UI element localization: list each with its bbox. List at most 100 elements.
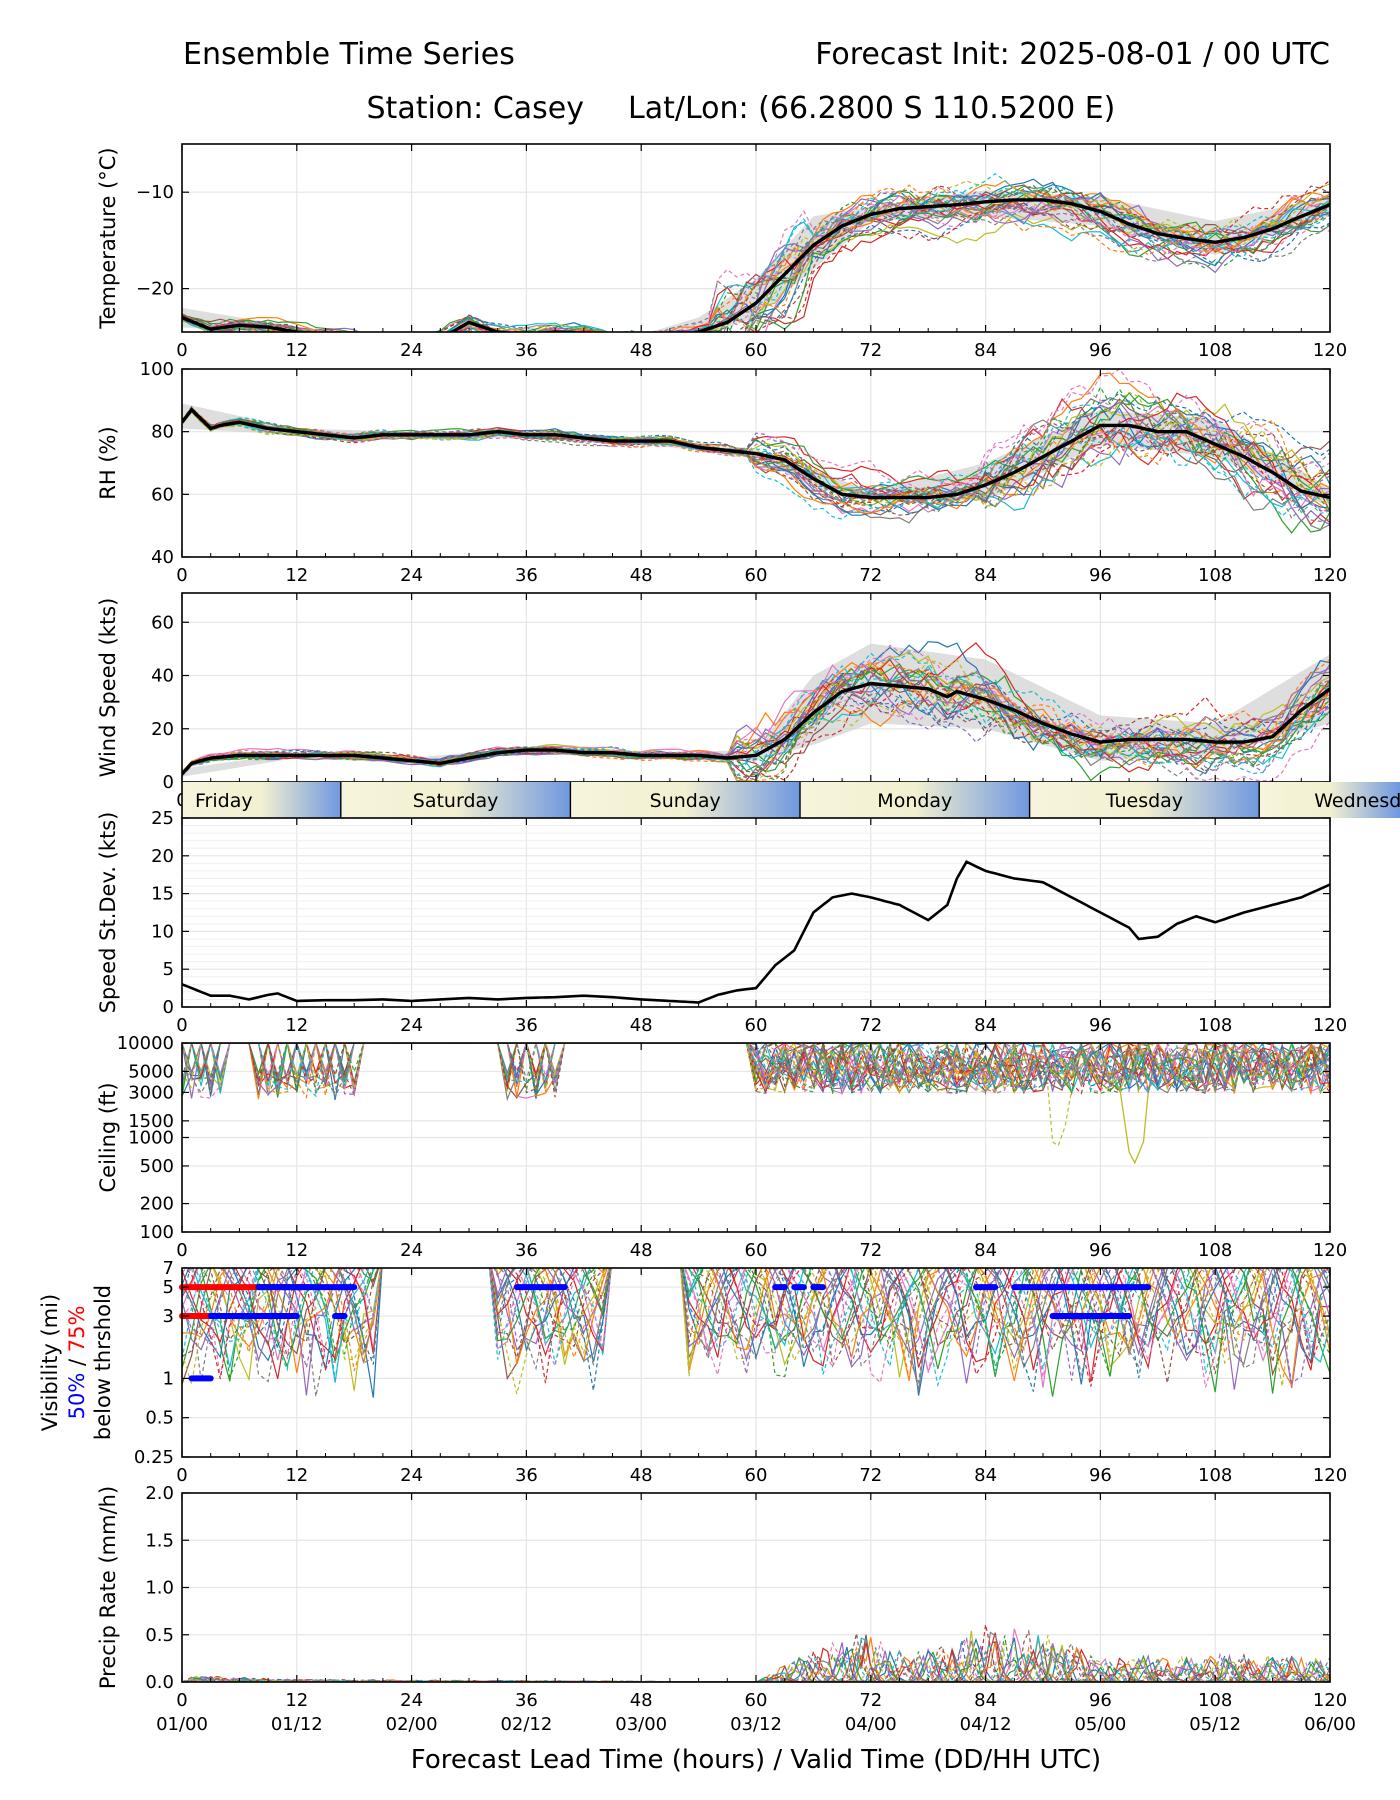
day-strip-cell	[340, 782, 571, 818]
threshold-50-label: 50%	[65, 1373, 89, 1420]
relative-humidity-member-line	[182, 403, 1330, 509]
visibility-x-tick-label: 0	[176, 1465, 187, 1486]
wind-speed-y-tick-label: 60	[151, 612, 174, 633]
visibility-member-line	[182, 1268, 1330, 1385]
valid-time-label: 01/12	[271, 1714, 323, 1735]
wind-speed-y-tick-label: 0	[163, 772, 174, 793]
ceiling-y-tick-label: 200	[140, 1194, 174, 1215]
x-axis-label: Forecast Lead Time (hours) / Valid Time …	[411, 1745, 1101, 1775]
ceiling-member-line	[182, 1043, 1330, 1098]
visibility-member-line	[182, 1268, 1330, 1385]
temperature-x-tick-label: 24	[400, 340, 423, 361]
day-strip-cell	[1259, 782, 1400, 818]
temperature-x-tick-label: 60	[745, 340, 768, 361]
valid-time-label: 02/12	[500, 1714, 552, 1735]
valid-time-label: 02/00	[386, 1714, 438, 1735]
speed-stdev-x-tick-label: 24	[400, 1015, 423, 1036]
relative-humidity-x-tick-label: 24	[400, 565, 423, 586]
precip-rate-y-tick-label: 1.5	[145, 1530, 174, 1551]
temperature-x-tick-label: 0	[176, 340, 187, 361]
visibility-member-line	[182, 1268, 1302, 1388]
valid-time-label: 04/12	[960, 1714, 1012, 1735]
precip-rate-member-line	[182, 1634, 1330, 1682]
temperature-ensemble-mean-line	[182, 198, 1330, 332]
relative-humidity-ensemble-mean-line	[182, 407, 1330, 500]
relative-humidity-x-tick-label: 0	[176, 565, 187, 586]
visibility-x-tick-label: 60	[745, 1465, 768, 1486]
speed-stdev-x-tick-label: 48	[630, 1015, 653, 1036]
ceiling-x-tick-label: 72	[859, 1240, 882, 1261]
station-latlon: Lat/Lon: (66.2800 S 110.5200 E)	[628, 91, 1115, 126]
speed-stdev-y-tick-label: 20	[151, 846, 174, 867]
ceiling-panel: 0 12 24 36 48 60 72 84 96 108 120 100 200 500 10001500…	[96, 1033, 1347, 1261]
visibility-member-line	[182, 1268, 1330, 1382]
precip-rate-x-tick-label: 60	[745, 1690, 768, 1711]
visibility-y-axis-label: Visibility (mi)	[38, 1294, 62, 1431]
ceiling-y-tick-label: 3000	[128, 1082, 174, 1103]
precip-rate-x-tick-label: 72	[859, 1690, 882, 1711]
day-strip-cell	[800, 782, 1030, 818]
temperature-y-tick-label: −20	[136, 279, 174, 300]
threshold-75-label: 75%	[65, 1306, 89, 1353]
precip-rate-member-line	[182, 1635, 1330, 1682]
relative-humidity-x-tick-label: 60	[745, 565, 768, 586]
temperature-member-line	[182, 198, 1330, 332]
ceiling-member-line	[182, 1043, 1330, 1095]
relative-humidity-x-tick-label: 72	[859, 565, 882, 586]
ceiling-member-line	[182, 1043, 1330, 1098]
visibility-x-tick-label: 48	[630, 1465, 653, 1486]
precip-rate-x-tick-label: 84	[974, 1690, 997, 1711]
temperature-x-tick-label: 12	[285, 340, 308, 361]
visibility-x-tick-label: 36	[515, 1465, 538, 1486]
valid-time-label: 03/00	[615, 1714, 667, 1735]
valid-time-label: 05/12	[1189, 1714, 1241, 1735]
temperature-x-tick-label: 84	[974, 340, 997, 361]
relative-humidity-y-tick-label: 80	[151, 422, 174, 443]
ceiling-low-ceiling-dip	[1118, 1086, 1149, 1165]
speed-stdev-x-tick-label: 60	[745, 1015, 768, 1036]
day-strip-cell	[182, 782, 341, 818]
visibility-y-tick-label: 0.25	[134, 1447, 174, 1468]
wind-speed-y-tick-label: 20	[151, 719, 174, 740]
visibility-member-line	[195, 1268, 1330, 1380]
ceiling-member-line	[182, 1043, 1330, 1098]
speed-stdev-x-tick-label: 120	[1313, 1015, 1347, 1036]
temperature-x-tick-label: 108	[1198, 340, 1232, 361]
relative-humidity-member-line	[182, 394, 1330, 499]
ceiling-y-axis-label: Ceiling (ft)	[96, 1082, 120, 1192]
relative-humidity-member-line	[182, 396, 1330, 531]
valid-time-label: 06/00	[1304, 1714, 1356, 1735]
temperature-member-line	[182, 187, 1330, 332]
valid-time-label: 05/00	[1074, 1714, 1126, 1735]
speed-stdev-y-tick-label: 10	[151, 921, 174, 942]
speed-stdev-y-tick-label: 5	[163, 959, 174, 980]
ceiling-member-line	[182, 1043, 1330, 1093]
precip-rate-x-tick-label: 96	[1089, 1690, 1112, 1711]
temperature-member-line	[182, 203, 1330, 332]
ceiling-y-tick-label: 500	[140, 1156, 174, 1177]
wind-speed-panel: 012243648607284961081200204060Wind Speed…	[96, 592, 1347, 811]
visibility-member-line	[182, 1268, 1330, 1380]
day-of-week-strip: Friday Saturday Sunday Monday Tuesday Wednesd…	[181, 782, 1400, 818]
visibility-member-line	[182, 1268, 1318, 1395]
visibility-x-tick-label: 108	[1198, 1465, 1232, 1486]
precip-rate-y-tick-label: 0.5	[145, 1625, 174, 1646]
ceiling-y-tick-label: 5000	[128, 1061, 174, 1082]
ceiling-y-tick-label: 10000	[117, 1033, 174, 1054]
precip-rate-member-line	[182, 1643, 1330, 1682]
precip-rate-y-tick-label: 1.0	[145, 1578, 174, 1599]
visibility-x-tick-label: 120	[1313, 1465, 1347, 1486]
visibility-member-line	[182, 1268, 1330, 1392]
relative-humidity-x-tick-label: 108	[1198, 565, 1232, 586]
ceiling-member-line	[182, 1043, 1330, 1099]
visibility-member-line	[182, 1268, 1327, 1388]
speed-stdev-x-tick-label: 12	[285, 1015, 308, 1036]
visibility-y-tick-label: 7	[163, 1258, 174, 1279]
speed-stdev-x-tick-label: 36	[515, 1015, 538, 1036]
relative-humidity-x-tick-label: 96	[1089, 565, 1112, 586]
ceiling-x-tick-label: 84	[974, 1240, 997, 1261]
visibility-member-line	[182, 1268, 1330, 1397]
relative-humidity-member-line	[182, 391, 1330, 504]
relative-humidity-y-tick-label: 100	[140, 359, 174, 380]
wind-speed-ensemble-mean-line	[182, 681, 1330, 776]
